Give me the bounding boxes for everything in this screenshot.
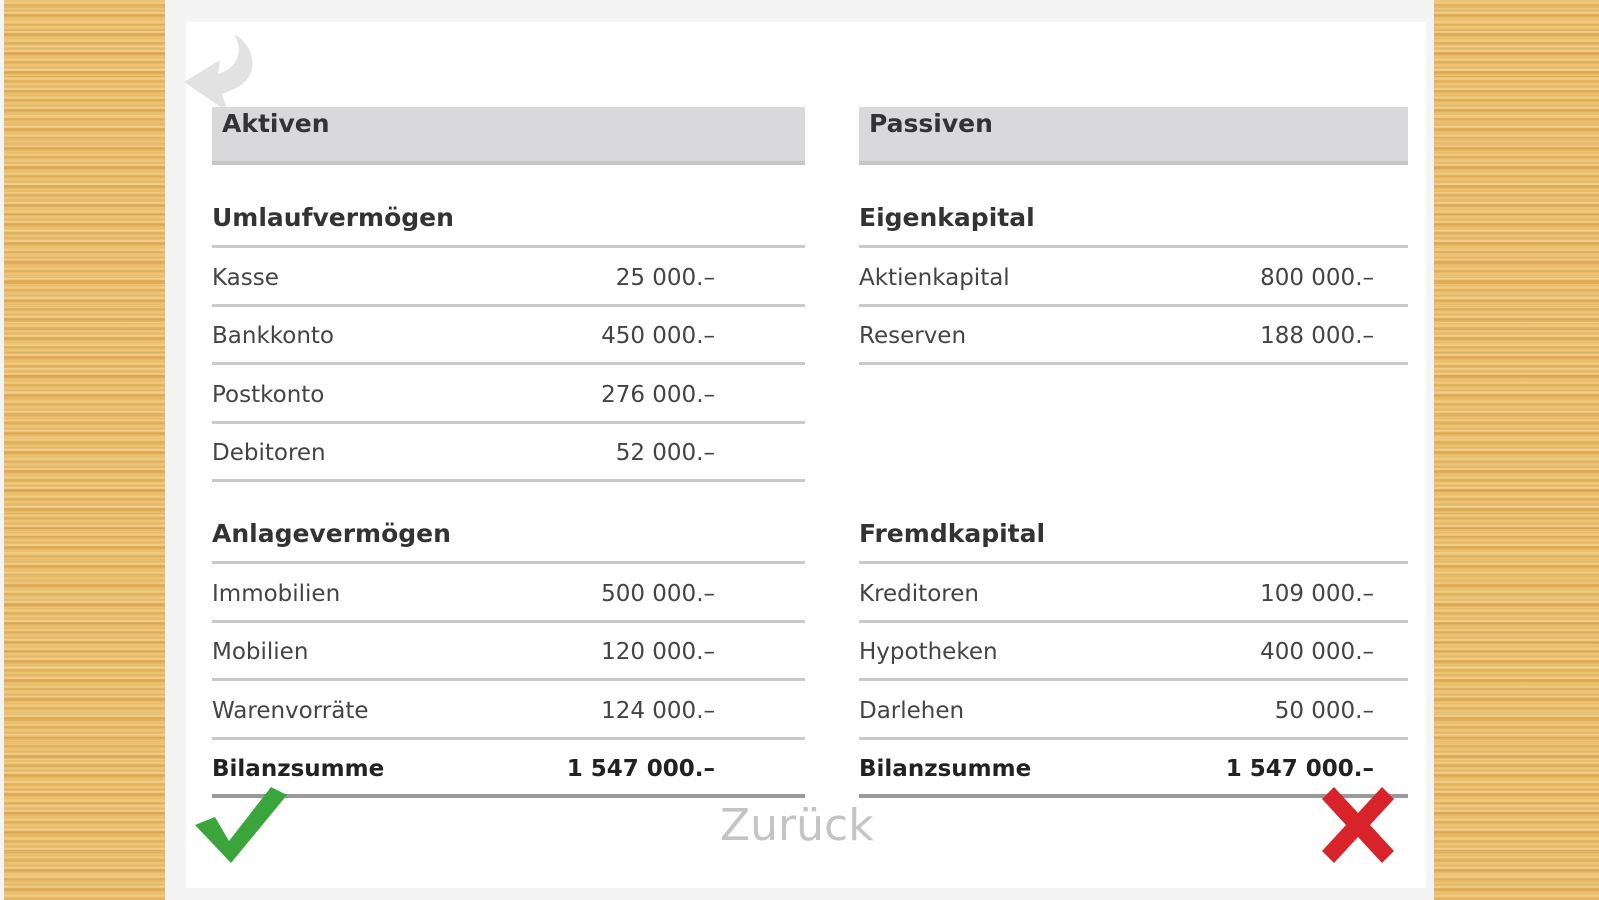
section-title: Eigenkapital: [859, 203, 1035, 232]
row-value: 52 000.–: [615, 439, 715, 466]
divider: [212, 561, 805, 564]
divider: [212, 420, 805, 424]
row-value: 124 000.–: [601, 697, 715, 724]
row-value: 120 000.–: [601, 639, 715, 666]
total-value: 1 547 000.–: [1225, 756, 1374, 782]
undo-arrow-icon[interactable]: [182, 28, 268, 114]
divider: [212, 245, 805, 248]
section-title: Anlagevermögen: [212, 519, 451, 548]
section-title: Fremdkapital: [859, 519, 1046, 548]
section-title: Umlaufvermögen: [212, 203, 454, 232]
row-label: Aktienkapital: [859, 265, 1010, 291]
row-value: 276 000.–: [601, 381, 715, 408]
row-value: 188 000.–: [1260, 323, 1374, 350]
row-label: Warenvorräte: [212, 697, 369, 724]
divider: [859, 304, 1408, 307]
row-label: Reserven: [859, 323, 967, 350]
row-label: Hypotheken: [859, 639, 998, 666]
row-value: 25 000.–: [615, 265, 715, 291]
divider: [212, 678, 805, 682]
divider: [212, 620, 805, 623]
row-label: Mobilien: [212, 639, 309, 666]
row-label: Kasse: [212, 265, 279, 291]
row-label: Immobilien: [212, 581, 341, 607]
row-label: Debitoren: [212, 439, 326, 466]
wood-background-right: [1434, 0, 1599, 900]
divider: [212, 478, 805, 482]
total-divider: [859, 794, 1408, 798]
row-label: Kreditoren: [859, 581, 979, 607]
balance-sheet-panel: [186, 22, 1426, 888]
passiven-header: Passiven: [859, 107, 1408, 165]
divider: [859, 561, 1408, 564]
row-value: 50 000.–: [1274, 697, 1374, 724]
divider: [212, 304, 805, 307]
aktiven-header: Aktiven: [212, 107, 805, 165]
row-value: 800 000.–: [1260, 265, 1374, 291]
divider: [212, 736, 805, 740]
total-value: 1 547 000.–: [566, 756, 715, 782]
row-label: Postkonto: [212, 381, 325, 408]
divider: [859, 678, 1408, 682]
row-value: 450 000.–: [601, 323, 715, 350]
close-icon[interactable]: [1318, 785, 1398, 865]
divider: [212, 362, 805, 366]
total-label: Bilanzsumme: [212, 756, 385, 782]
divider: [859, 736, 1408, 740]
row-value: 500 000.–: [601, 581, 715, 607]
row-value: 400 000.–: [1260, 639, 1374, 666]
divider: [859, 362, 1408, 366]
wood-background-left: [4, 0, 165, 900]
check-icon[interactable]: [193, 785, 289, 865]
row-value: 109 000.–: [1260, 581, 1374, 607]
divider: [859, 620, 1408, 623]
total-label: Bilanzsumme: [859, 756, 1032, 782]
row-label: Darlehen: [859, 697, 965, 724]
total-divider: [212, 794, 805, 798]
divider: [859, 245, 1408, 248]
row-label: Bankkonto: [212, 323, 335, 350]
back-button[interactable]: Zurück: [720, 800, 874, 851]
